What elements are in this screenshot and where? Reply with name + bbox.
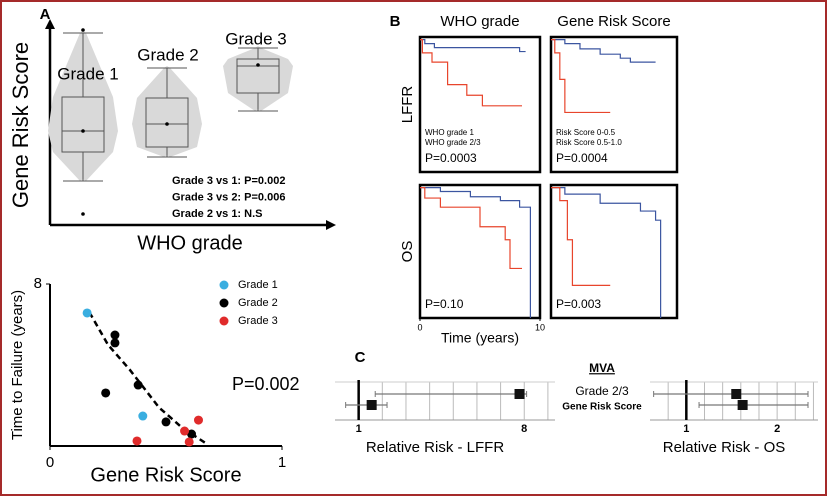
legend-label: Grade 3 — [238, 315, 278, 327]
annotation: Grade 3 vs 1: P=0.002 — [172, 175, 285, 187]
x-axis-label: WHO grade — [137, 232, 243, 254]
survival-curve — [551, 39, 656, 63]
x-tick-label: 0 — [417, 322, 422, 332]
legend-label: WHO grade 1 — [425, 128, 474, 137]
outlier — [81, 28, 85, 32]
p-value: P=0.0003 — [425, 151, 477, 165]
box — [145, 97, 189, 148]
annotation: Grade 2 vs 1: N.S — [172, 208, 263, 220]
x-axis-label: Time (years) — [441, 330, 519, 346]
column-title: WHO grade — [440, 13, 519, 30]
legend-label: WHO grade 2/3 — [425, 138, 481, 147]
y-tick-label: 8 — [34, 275, 42, 292]
p-value: P=0.10 — [425, 297, 464, 311]
p-value: P=0.0004 — [556, 151, 608, 165]
x-tick-label: 10 — [535, 322, 545, 332]
mean — [81, 129, 85, 133]
x-axis-label: Relative Risk - OS — [663, 439, 786, 456]
plot-frame — [549, 35, 679, 174]
x-tick-label: 0 — [46, 454, 54, 471]
survival-curve — [551, 39, 611, 114]
x-tick-label: 2 — [774, 423, 780, 435]
legend-marker — [219, 298, 229, 308]
category-label: Grade 3 — [225, 29, 286, 48]
violin — [132, 66, 202, 157]
point — [110, 338, 120, 348]
x-tick-label: 1 — [683, 423, 689, 435]
point — [193, 415, 203, 425]
mean — [256, 63, 260, 67]
violin — [223, 46, 293, 111]
point — [161, 417, 171, 427]
outlier — [81, 212, 85, 216]
legend-label: Grade 1 — [238, 279, 278, 291]
y-axis-label: Time to Failure (years) — [9, 290, 26, 440]
legend-label: Risk Score 0.5-1.0 — [556, 138, 622, 147]
point — [110, 330, 120, 340]
x-tick-label: 1 — [278, 454, 286, 471]
point — [184, 437, 194, 447]
legend-label: Risk Score 0-0.5 — [556, 128, 616, 137]
point — [138, 411, 148, 421]
survival-curve — [420, 39, 526, 53]
panel-label: A — [40, 6, 51, 23]
row-label: LFFR — [399, 86, 416, 124]
arrow-head — [326, 220, 336, 230]
legend-label: Grade 2 — [238, 297, 278, 309]
p-value: P=0.003 — [556, 297, 601, 311]
point — [82, 308, 92, 318]
point — [187, 429, 197, 439]
annotation: P=0.002 — [232, 374, 300, 394]
y-axis-label: Gene Risk Score — [8, 42, 33, 208]
row-label: Gene Risk Score — [562, 402, 642, 413]
arrow-head — [45, 19, 55, 29]
category-label: Grade 1 — [57, 64, 118, 83]
point — [180, 426, 190, 436]
panel-label: B — [390, 13, 401, 30]
estimate — [737, 400, 748, 410]
survival-curve — [551, 187, 662, 318]
box — [61, 96, 105, 153]
x-axis-label: Gene Risk Score — [90, 464, 241, 486]
mean — [165, 122, 169, 126]
survival-curve — [551, 187, 611, 287]
point — [132, 436, 142, 446]
row-label: OS — [399, 241, 416, 263]
survival-curve — [420, 187, 531, 318]
x-tick-label: 8 — [521, 423, 527, 435]
estimate — [514, 389, 525, 399]
plot-frame — [418, 35, 542, 174]
category-label: Grade 2 — [137, 45, 198, 64]
row-label: Grade 2/3 — [575, 384, 629, 398]
point — [133, 380, 143, 390]
panel-label: C — [355, 349, 366, 366]
estimate — [366, 400, 377, 410]
annotation: Grade 3 vs 2: P=0.006 — [172, 191, 285, 203]
box — [236, 58, 280, 94]
point — [101, 388, 111, 398]
estimate — [731, 389, 742, 399]
legend-marker — [219, 280, 229, 290]
table-title: MVA — [589, 361, 615, 375]
x-axis-label: Relative Risk - LFFR — [366, 439, 505, 456]
survival-curve — [420, 39, 522, 107]
survival-curve — [420, 187, 522, 270]
violin — [48, 31, 118, 181]
x-tick-label: 1 — [356, 423, 362, 435]
legend-marker — [219, 316, 229, 326]
column-title: Gene Risk Score — [557, 13, 670, 30]
